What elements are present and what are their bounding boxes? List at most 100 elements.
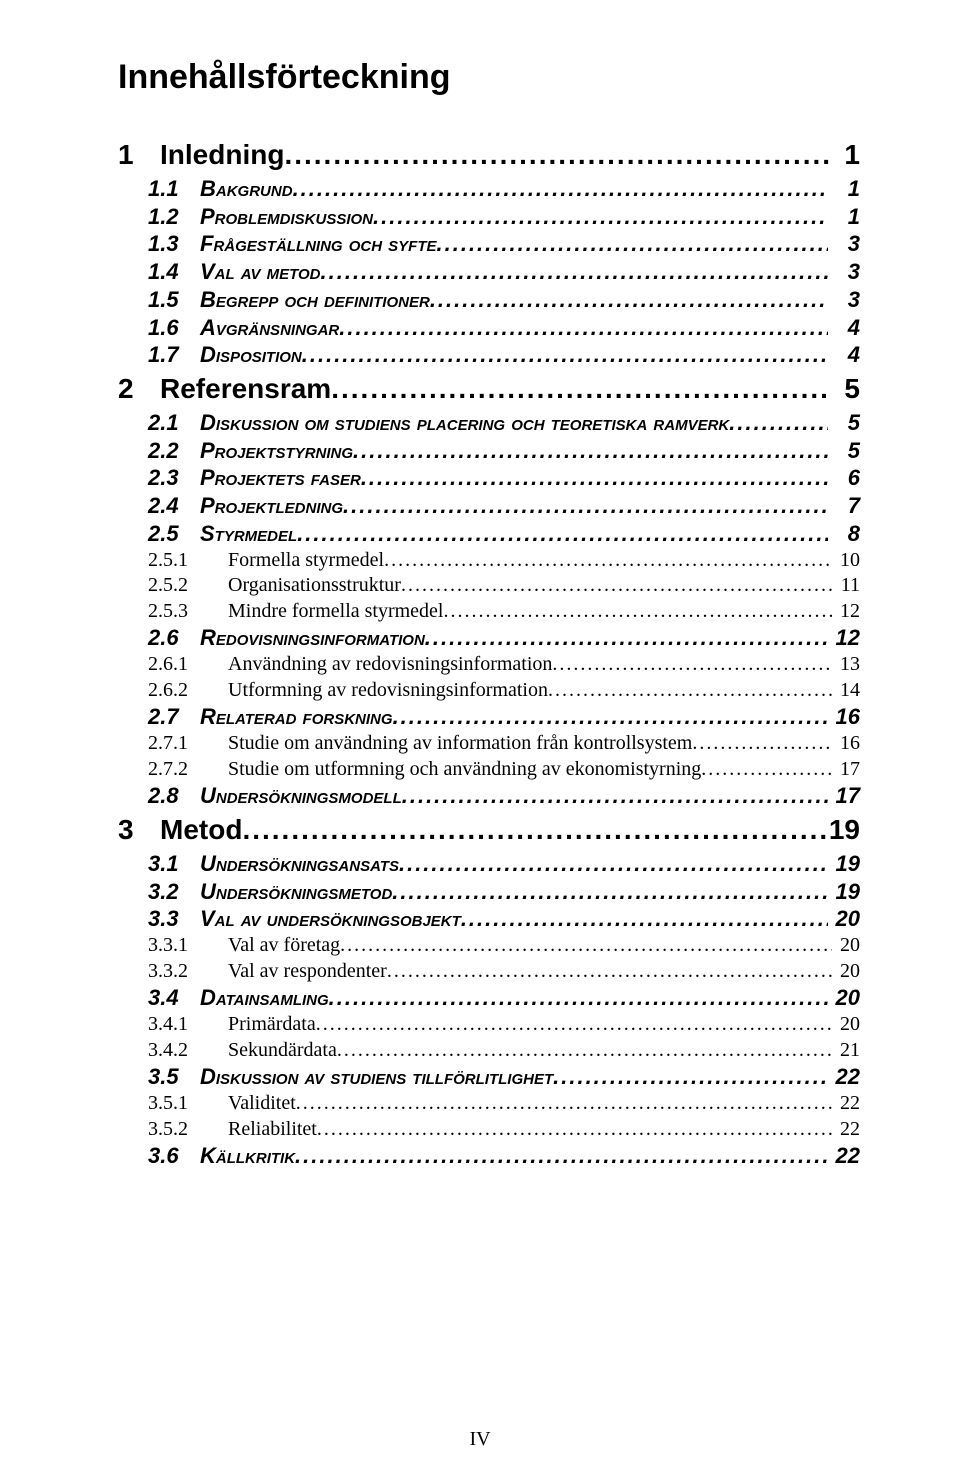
toc-leader-dots (461, 905, 828, 933)
toc-leader-dots (317, 1117, 832, 1143)
toc-entry-label: Mindre formella styrmedel (228, 599, 444, 625)
toc-entry-number: 3.3 (148, 905, 200, 933)
toc-entry-page: 22 (828, 1142, 860, 1170)
toc-entry-label: Studie om användning av information från… (228, 731, 692, 757)
toc-entry-page: 16 (832, 731, 860, 757)
toc-entry-number: 3.4 (148, 984, 200, 1012)
toc-entry: 1.4Val av metod3 (118, 258, 860, 286)
toc-leader-dots (552, 652, 832, 678)
toc-entry-label: Organisationsstruktur (228, 573, 401, 599)
toc-entry-label: Användning av redovisningsinformation (228, 652, 552, 678)
toc-entry: 3.4.2Sekundärdata21 (118, 1038, 860, 1064)
toc-leader-dots (373, 203, 828, 231)
toc-leader-dots (297, 520, 828, 548)
toc-entry-page: 22 (832, 1091, 860, 1117)
toc-entry-label: Val av metod (200, 258, 321, 286)
toc-entry-page: 1 (828, 175, 860, 203)
toc-entry-page: 17 (828, 782, 860, 810)
toc-entry-label: Val av respondenter (228, 959, 387, 985)
toc-entry-page: 19 (829, 814, 860, 846)
toc-entry-number: 2.6.2 (148, 678, 228, 704)
toc-leader-dots (296, 1091, 832, 1117)
document-title: Innehållsförteckning (118, 58, 860, 97)
toc-entry-page: 20 (828, 984, 860, 1012)
toc-entry: 1Inledning1 (118, 139, 860, 171)
toc-entry-number: 1 (118, 139, 160, 171)
toc-entry-label: Datainsamling (200, 984, 329, 1012)
toc-entry-label: Frågeställning och syfte (200, 230, 437, 258)
toc-entry-page: 5 (830, 373, 860, 405)
toc-entry-number: 2.3 (148, 464, 200, 492)
toc-entry: 2.6Redovisningsinformation12 (118, 624, 860, 652)
toc-leader-dots (437, 230, 829, 258)
toc-entry-number: 1.2 (148, 203, 200, 231)
toc-entry: 2.5Styrmedel8 (118, 520, 860, 548)
toc-leader-dots (293, 175, 828, 203)
toc-entry-label: Reliabilitet (228, 1117, 317, 1143)
toc-entry-number: 2 (118, 373, 160, 405)
toc-entry-number: 3.5.1 (148, 1091, 228, 1117)
toc-entry-page: 4 (828, 341, 860, 369)
toc-entry-label: Undersökningsansats (200, 850, 399, 878)
table-of-contents: 1Inledning11.1Bakgrund11.2Problemdiskuss… (118, 139, 860, 1170)
toc-entry-page: 19 (828, 850, 860, 878)
toc-entry-page: 1 (828, 203, 860, 231)
toc-entry-page: 5 (828, 437, 860, 465)
toc-leader-dots (548, 678, 832, 704)
toc-entry-label: Val av företag (228, 933, 340, 959)
toc-entry-number: 3.4.1 (148, 1012, 228, 1038)
toc-entry: 2.5.1Formella styrmedel10 (118, 548, 860, 574)
toc-entry-page: 1 (830, 139, 860, 171)
toc-entry-number: 3.3.2 (148, 959, 228, 985)
toc-entry-page: 12 (828, 624, 860, 652)
toc-leader-dots (692, 731, 832, 757)
toc-entry: 3Metod19 (118, 814, 860, 846)
toc-entry-number: 2.6.1 (148, 652, 228, 678)
toc-leader-dots (339, 314, 828, 342)
toc-entry: 3.5.1Validitet 22 (118, 1091, 860, 1117)
page-number-footer: IV (0, 1428, 960, 1451)
toc-entry: 3.2Undersökningsmetod19 (118, 878, 860, 906)
toc-entry: 2.3Projektets faser6 (118, 464, 860, 492)
toc-entry-label: Projektets faser (200, 464, 361, 492)
toc-entry-label: Relaterad forskning (200, 703, 393, 731)
toc-entry-page: 10 (832, 548, 860, 574)
toc-entry-number: 2.7.1 (148, 731, 228, 757)
toc-leader-dots (401, 573, 832, 599)
toc-entry-label: Validitet (228, 1091, 296, 1117)
toc-entry: 2Referensram5 (118, 373, 860, 405)
toc-leader-dots (295, 1142, 828, 1170)
toc-entry-number: 3.5 (148, 1063, 200, 1091)
toc-entry-number: 2.2 (148, 437, 200, 465)
toc-entry: 2.4Projektledning7 (118, 492, 860, 520)
toc-entry-label: Problemdiskussion (200, 203, 373, 231)
toc-entry: 1.5Begrepp och definitioner3 (118, 286, 860, 314)
toc-entry: 3.3.2Val av respondenter20 (118, 959, 860, 985)
toc-leader-dots (316, 1012, 832, 1038)
toc-leader-dots (353, 437, 828, 465)
toc-entry-number: 2.7 (148, 703, 200, 731)
toc-entry: 3.1Undersökningsansats19 (118, 850, 860, 878)
toc-entry-number: 3.4.2 (148, 1038, 228, 1064)
toc-entry-page: 3 (828, 230, 860, 258)
toc-leader-dots (340, 933, 832, 959)
toc-entry-number: 1.3 (148, 230, 200, 258)
toc-entry-page: 11 (832, 573, 860, 599)
toc-entry-label: Val av undersökningsobjekt (200, 905, 461, 933)
toc-leader-dots (402, 782, 828, 810)
toc-leader-dots (387, 959, 832, 985)
toc-leader-dots (284, 139, 830, 171)
toc-entry-page: 8 (828, 520, 860, 548)
toc-entry-number: 2.6 (148, 624, 200, 652)
toc-entry-number: 3.3.1 (148, 933, 228, 959)
toc-entry-page: 20 (832, 933, 860, 959)
toc-entry-page: 14 (832, 678, 860, 704)
toc-entry-label: Undersökningsmodell (200, 782, 402, 810)
toc-entry-label: Sekundärdata (228, 1038, 337, 1064)
toc-entry-number: 1.6 (148, 314, 200, 342)
toc-entry-label: Avgränsningar (200, 314, 339, 342)
toc-leader-dots (444, 599, 833, 625)
toc-leader-dots (321, 258, 828, 286)
toc-leader-dots (242, 814, 828, 846)
toc-entry-number: 2.5.3 (148, 599, 228, 625)
